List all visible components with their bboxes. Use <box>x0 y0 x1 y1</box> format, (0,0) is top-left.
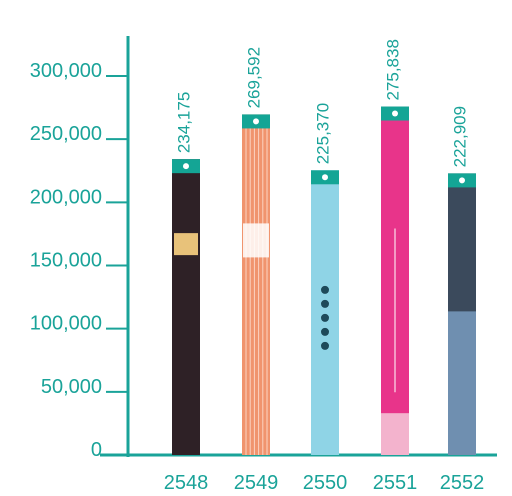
axes <box>100 36 497 457</box>
spine-ornament <box>321 327 329 336</box>
x-tick-label: 2548 <box>164 472 209 494</box>
y-tick-label: 250,000 <box>30 123 102 145</box>
y-tick-label: 100,000 <box>30 313 102 335</box>
publisher-mark <box>392 110 398 117</box>
x-tick-label: 2552 <box>440 472 485 494</box>
value-label: 222,909 <box>451 106 470 167</box>
y-tick-label: 300,000 <box>30 60 102 82</box>
value-labels: 234,175 269,592 225,370 275,838 222,909 <box>175 39 470 167</box>
value-label: 275,838 <box>384 39 403 100</box>
y-tick-label: 0 <box>91 439 102 461</box>
spine-label-area <box>243 223 269 258</box>
bar-2548 <box>172 159 200 455</box>
x-tick-label: 2551 <box>373 472 418 494</box>
spine-ornament <box>321 341 329 350</box>
bar-body <box>242 114 270 456</box>
spine-band <box>381 413 409 455</box>
bars <box>172 106 476 456</box>
y-tick-label: 150,000 <box>30 250 102 272</box>
spine-ornament <box>321 299 329 308</box>
y-tick-label: 50,000 <box>41 376 102 398</box>
value-label: 225,370 <box>314 103 333 164</box>
spine-band <box>448 311 476 455</box>
y-axis-ticks: 0 50,000 100,000 150,000 200,000 250,000 300,0… <box>30 60 128 461</box>
x-axis-labels: 2548 2549 2550 2551 2552 <box>164 472 485 494</box>
bar-2549 <box>242 114 270 456</box>
bar-2552 <box>448 173 476 455</box>
y-tick-label: 200,000 <box>30 186 102 208</box>
spine-ornament <box>321 285 329 294</box>
spine-label-area <box>174 233 198 256</box>
bar-2550 <box>311 170 339 455</box>
x-tick-label: 2550 <box>303 472 348 494</box>
publisher-mark <box>459 177 465 184</box>
bar-body <box>311 170 339 455</box>
publisher-mark <box>183 163 189 170</box>
value-label: 234,175 <box>175 92 194 153</box>
x-tick-label: 2549 <box>234 472 279 494</box>
publisher-mark <box>322 174 328 181</box>
value-label: 269,592 <box>245 47 264 108</box>
bar-body <box>172 159 200 455</box>
spine-ornament <box>321 313 329 322</box>
bar-2551 <box>381 106 409 455</box>
publisher-mark <box>253 118 259 125</box>
